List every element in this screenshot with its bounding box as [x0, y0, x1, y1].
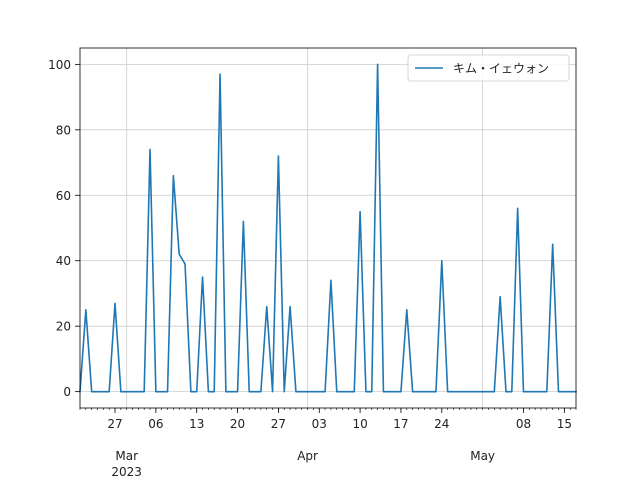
y-tick-label: 80 — [56, 123, 71, 137]
x-tick-label: 06 — [148, 417, 163, 431]
x-tick-label: 13 — [189, 417, 204, 431]
y-tick-label: 0 — [63, 385, 71, 399]
x-tick-label: 27 — [271, 417, 286, 431]
series-line — [79, 63, 577, 393]
legend-label: キム・イェウォン — [453, 62, 549, 76]
y-tick-label: 40 — [56, 254, 71, 268]
legend: キム・イェウォン — [407, 54, 570, 82]
x-tick-label: 08 — [516, 417, 531, 431]
grid — [80, 48, 576, 408]
x-month-label: Apr — [297, 449, 318, 463]
plot-frame — [79, 47, 577, 409]
x-month-label: May — [470, 449, 495, 463]
x-tick-label: 03 — [312, 417, 327, 431]
y-tick-label: 100 — [48, 58, 71, 72]
x-year-label: 2023 — [111, 465, 142, 479]
x-tick-label: 10 — [352, 417, 367, 431]
x-tick-label: 20 — [230, 417, 245, 431]
y-tick-label: 60 — [56, 189, 71, 203]
x-tick-label: 24 — [434, 417, 449, 431]
axes: 0 20 40 60 80 100 27 06 13 20 27 03 10 17 24 08 15 Mar 202… — [48, 47, 577, 479]
y-tick-label: 20 — [56, 320, 71, 334]
x-tick-label: 15 — [557, 417, 572, 431]
x-tick-label: 27 — [107, 417, 122, 431]
x-tick-label: 17 — [393, 417, 408, 431]
x-month-label: Mar — [115, 449, 138, 463]
series-layer — [79, 63, 577, 393]
legend-box — [407, 54, 570, 82]
